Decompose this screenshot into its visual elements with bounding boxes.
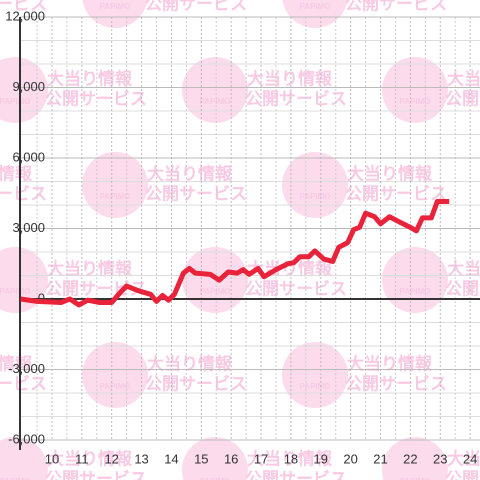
y-tick-label: 0 bbox=[38, 290, 45, 305]
watermark-logo-text: PAPIMO bbox=[300, 382, 331, 391]
watermark-logo bbox=[382, 57, 448, 123]
watermark-logo bbox=[282, 152, 348, 218]
watermark-logo bbox=[282, 0, 348, 28]
watermark-text: 大当り情報 bbox=[147, 163, 233, 183]
watermark-logo-text: PAPIMO bbox=[200, 477, 231, 480]
x-tick-label: 14 bbox=[164, 451, 178, 466]
watermark-text: 公開サービス bbox=[445, 469, 480, 480]
watermark-logo bbox=[182, 437, 248, 480]
watermark-text: 公開サービス bbox=[0, 0, 47, 13]
y-tick-label: -3,000 bbox=[8, 361, 45, 376]
watermark-text: 公開サービス bbox=[445, 279, 480, 298]
watermark-text: 大当り情報 bbox=[247, 448, 333, 468]
x-tick-label: 15 bbox=[194, 451, 208, 466]
watermark-text: 大当り情報 bbox=[47, 68, 133, 88]
watermark-text: 公開サービス bbox=[245, 469, 347, 480]
watermark-text: 公開サービス bbox=[0, 374, 47, 393]
y-tick-label: 3,000 bbox=[12, 220, 45, 235]
watermark-logo bbox=[82, 152, 148, 218]
watermark-logo-text: PAPIMO bbox=[0, 477, 30, 480]
watermark-logo bbox=[0, 247, 48, 313]
watermark-logo bbox=[182, 57, 248, 123]
watermark-text: 大当り情報 bbox=[247, 68, 333, 88]
x-tick-label: 19 bbox=[314, 451, 328, 466]
watermark-logo-text: PAPIMO bbox=[100, 2, 131, 11]
watermark-text: 公開サービス bbox=[0, 184, 47, 203]
watermark-logo bbox=[282, 342, 348, 408]
x-tick-label: 23 bbox=[433, 451, 447, 466]
watermark-text: 大当り情報 bbox=[347, 353, 433, 373]
watermark-text: 公開サービス bbox=[45, 469, 147, 480]
watermark-text: 大当り情報 bbox=[447, 448, 480, 468]
watermark-logo-text: PAPIMO bbox=[200, 97, 231, 106]
watermark-logo bbox=[0, 437, 48, 480]
y-tick-label: 12,000 bbox=[5, 8, 45, 23]
watermark-text: 大当り情報 bbox=[347, 163, 433, 183]
watermark-text: 大当り情報 bbox=[0, 353, 33, 373]
data-line bbox=[20, 198, 450, 308]
x-tick-label: 11 bbox=[75, 451, 89, 466]
y-tick-label: 9,000 bbox=[12, 79, 45, 94]
watermark-logo-text: PAPIMO bbox=[300, 192, 331, 201]
watermark-logo-text: PAPIMO bbox=[0, 287, 30, 296]
watermark-text: 公開サービス bbox=[445, 89, 480, 108]
watermark-logo bbox=[382, 437, 448, 480]
x-tick-label: 22 bbox=[403, 451, 417, 466]
watermark-text: 公開サービス bbox=[245, 89, 347, 108]
y-tick-label: 6,000 bbox=[12, 149, 45, 164]
watermark-logo bbox=[82, 0, 148, 28]
watermark-logo-text: PAPIMO bbox=[100, 192, 131, 201]
x-tick-label: 10 bbox=[45, 451, 59, 466]
watermark-text: 大当り情報 bbox=[0, 163, 33, 183]
watermark-text: 大当り情報 bbox=[447, 68, 480, 88]
x-tick-label: 20 bbox=[343, 451, 357, 466]
watermark-text: 公開サービス bbox=[345, 374, 447, 393]
watermark-text: 公開サービス bbox=[45, 89, 147, 108]
watermark-text: 大当り情報 bbox=[47, 448, 133, 468]
watermark-text: 公開サービス bbox=[145, 184, 247, 203]
watermark-text: 大当り情報 bbox=[147, 353, 233, 373]
watermark-logo-text: PAPIMO bbox=[100, 382, 131, 391]
watermark-text: 公開サービス bbox=[245, 279, 347, 298]
watermark-logo bbox=[0, 57, 48, 123]
watermark-logo-text: PAPIMO bbox=[400, 97, 431, 106]
watermark-text: 公開サービス bbox=[345, 184, 447, 203]
watermark-logo-text: PAPIMO bbox=[200, 287, 231, 296]
watermark-logo-text: PAPIMO bbox=[0, 97, 30, 106]
watermark-logo-text: PAPIMO bbox=[300, 2, 331, 11]
x-tick-label: 21 bbox=[373, 451, 387, 466]
x-tick-label: 12 bbox=[104, 451, 118, 466]
watermark-logo-text: PAPIMO bbox=[400, 287, 431, 296]
x-tick-label: 17 bbox=[254, 451, 268, 466]
x-tick-label: 13 bbox=[134, 451, 148, 466]
x-tick-label: 16 bbox=[224, 451, 238, 466]
watermark-logo-text: PAPIMO bbox=[400, 477, 431, 480]
watermark-logo bbox=[82, 342, 148, 408]
y-tick-label: -6,000 bbox=[8, 431, 45, 446]
x-tick-label: 24 bbox=[463, 451, 477, 466]
watermark-text: 公開サービス bbox=[145, 374, 247, 393]
watermark-logo bbox=[382, 247, 448, 313]
watermark-text: 公開サービス bbox=[145, 0, 247, 13]
watermark-text: 公開サービス bbox=[345, 0, 447, 13]
x-tick-label: 18 bbox=[284, 451, 298, 466]
